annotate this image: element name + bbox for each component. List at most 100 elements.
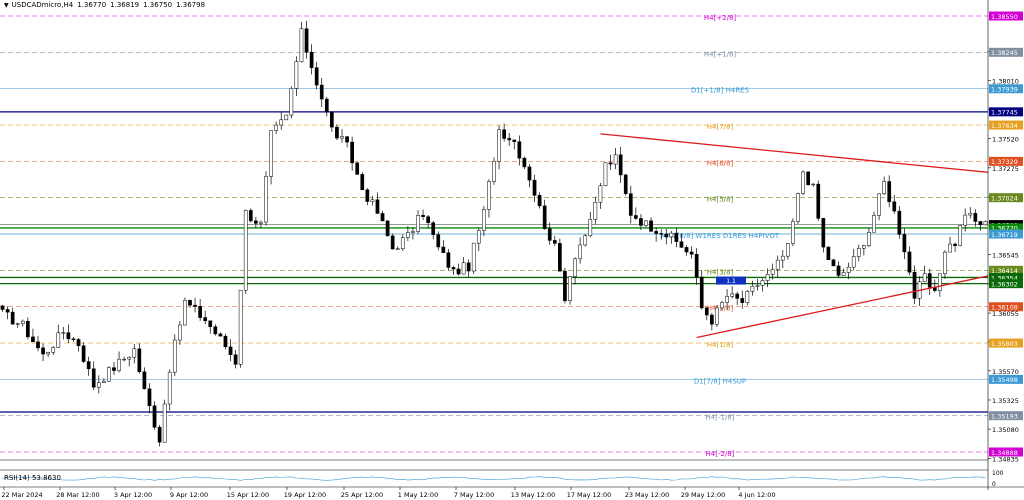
time-tick-label: 7 May 12:00 [454, 491, 494, 499]
level-tag-4 [989, 120, 1023, 130]
price-tick-label: 1.37275 [992, 165, 1019, 173]
price-marker[interactable] [716, 276, 746, 285]
candle-body [517, 141, 522, 159]
candle-body [963, 214, 968, 226]
candle-body [370, 199, 375, 202]
candle-body [456, 268, 461, 275]
candle-body [71, 338, 76, 340]
time-tick-label: 28 Mar 12:00 [56, 491, 99, 499]
candle-body [51, 347, 56, 353]
candle-body [294, 61, 299, 89]
candle-body [411, 231, 415, 233]
candle-body [872, 215, 876, 233]
upper-trendline[interactable] [600, 133, 1024, 198]
candle-body [593, 202, 598, 220]
candle-body [299, 28, 304, 62]
candle-body [750, 285, 755, 292]
candle-body [583, 235, 588, 246]
level-tag-label-2: 1.37939 [991, 86, 1018, 94]
candle-body [0, 305, 5, 310]
candle-body [943, 251, 947, 274]
candle-body [31, 336, 35, 343]
candle-body [796, 193, 800, 222]
candle-body [588, 219, 593, 236]
candle-body [178, 324, 182, 341]
candle-body [56, 332, 61, 348]
rsi-label: RSI(14) 53.8630 [4, 474, 61, 482]
candle-body [76, 339, 81, 347]
time-tick-label: 19 Apr 12:00 [284, 491, 326, 499]
candle-body [147, 388, 152, 407]
level-tag-label-17: 1.35193 [991, 412, 1018, 420]
candle-body [248, 210, 253, 222]
dropdown-arrow-icon[interactable]: ▼ [4, 2, 9, 9]
candle-body [284, 114, 289, 121]
price-tick-label: 1.35080 [992, 426, 1019, 434]
candle-body [112, 367, 116, 371]
candle-body [573, 258, 577, 277]
candle-body [304, 28, 309, 53]
candle-body [603, 162, 608, 186]
candle-body [142, 371, 147, 390]
candle-body [740, 298, 745, 303]
level-tag-label-12: 1.36302 [991, 280, 1018, 288]
candle-body [689, 251, 694, 255]
candle-body [228, 346, 233, 355]
candle-body [203, 317, 208, 322]
lower-trendline[interactable] [696, 221, 1024, 339]
candle-body [674, 232, 679, 242]
level-tag-label-10: 1.36414 [991, 267, 1018, 275]
candle-body [360, 174, 365, 191]
candle-body [522, 157, 527, 168]
level-tag-18 [989, 447, 1023, 457]
level-tag-0 [989, 11, 1023, 21]
candle-body [471, 242, 476, 272]
price-tick-label: 1.34835 [992, 455, 1019, 463]
candle-body [441, 246, 446, 253]
candle-body [487, 181, 491, 210]
candle-body [542, 205, 547, 230]
level-tag-17 [989, 411, 1023, 421]
candle-body [355, 162, 360, 175]
level-tag-15 [989, 374, 1023, 384]
level-tag-label-9: 1.36719 [991, 231, 1018, 239]
candle-body [558, 243, 562, 272]
level-tag-label-14: 1.35803 [991, 340, 1018, 348]
candle-body [867, 231, 871, 246]
candle-body [264, 176, 268, 223]
candle-body [598, 185, 603, 203]
price-tick-label: 1.38010 [992, 77, 1019, 85]
candle-body [755, 285, 760, 287]
level-tag-label-0: 1.38550 [991, 13, 1018, 21]
candle-body [61, 332, 66, 334]
candle-body [330, 111, 334, 128]
level-label-1: H4[+1/8] [704, 50, 737, 58]
candle-body [532, 179, 537, 196]
candle-body [613, 154, 618, 165]
candle-body [846, 266, 851, 273]
candle-body [791, 221, 795, 244]
candle-body [492, 160, 496, 182]
candle-body [482, 209, 486, 231]
candle-body [978, 221, 983, 226]
candle-body [406, 232, 410, 238]
candle-body [193, 304, 197, 307]
candle-body [137, 348, 142, 373]
candle-body [938, 273, 942, 291]
candle-body [375, 199, 380, 214]
candle-body [314, 67, 319, 86]
high-price: 1.36819 [110, 1, 140, 9]
candle-body [983, 221, 988, 226]
level-label-0: H4[+2/8] [704, 14, 737, 22]
candle-body [46, 352, 50, 355]
candle-body [5, 309, 10, 313]
candle-body [152, 405, 157, 428]
level-tag-label-13: 1.36108 [991, 304, 1018, 312]
candle-body [634, 215, 638, 219]
candle-body [639, 218, 643, 226]
candle-body [157, 426, 162, 443]
level-tag-14 [989, 338, 1023, 348]
candle-body [208, 320, 213, 327]
candle-body [628, 193, 633, 216]
